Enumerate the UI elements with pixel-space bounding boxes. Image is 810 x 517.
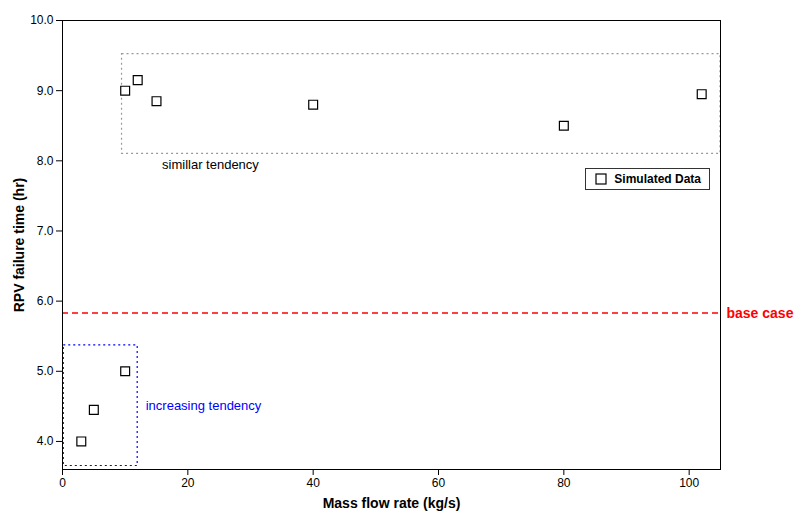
svg-text:6.0: 6.0 <box>37 294 54 308</box>
svg-text:100: 100 <box>679 476 699 490</box>
svg-text:5.0: 5.0 <box>37 364 54 378</box>
svg-text:80: 80 <box>557 476 571 490</box>
svg-text:8.0: 8.0 <box>37 154 54 168</box>
svg-text:0: 0 <box>59 476 66 490</box>
svg-text:20: 20 <box>181 476 195 490</box>
html-text:Simulated Data: Simulated Data <box>614 172 701 186</box>
svg-text:base case: base case <box>727 305 794 321</box>
svg-text:simillar tendency: simillar tendency <box>162 157 259 172</box>
svg-text:9.0: 9.0 <box>37 83 54 97</box>
svg-text:40: 40 <box>306 476 320 490</box>
svg-text:10.0: 10.0 <box>30 13 54 27</box>
svg-text:RPV failure time (hr): RPV failure time (hr) <box>11 178 27 313</box>
svg-text:7.0: 7.0 <box>37 224 54 238</box>
svg-text:4.0: 4.0 <box>37 434 54 448</box>
svg-text:increasing tendency: increasing tendency <box>146 398 262 413</box>
svg-text:60: 60 <box>432 476 446 490</box>
svg-text:Mass flow rate (kg/s): Mass flow rate (kg/s) <box>323 495 461 511</box>
